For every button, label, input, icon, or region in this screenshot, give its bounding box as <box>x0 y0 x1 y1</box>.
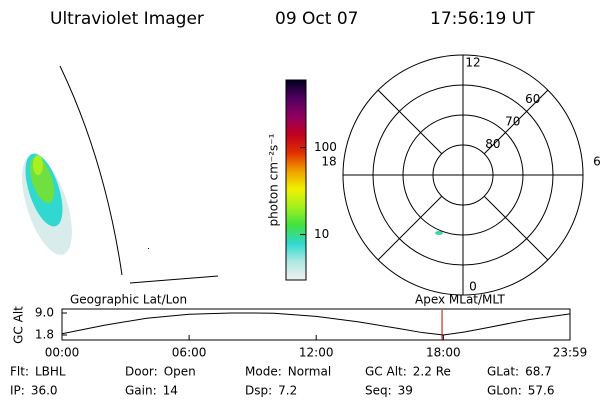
theta-label: 0 <box>469 280 477 294</box>
date: 09 Oct 07 <box>275 9 358 29</box>
aurora-blob <box>33 155 43 175</box>
alt-line <box>61 312 571 336</box>
spoke <box>483 195 549 261</box>
theta-label: 18 <box>321 155 336 169</box>
colorbar <box>285 79 307 281</box>
tick-label: 10 <box>314 227 329 241</box>
x-tick-label: 06:00 <box>172 346 207 360</box>
status-value: 39 <box>398 384 413 398</box>
status-value: 2.2 Re <box>413 365 451 379</box>
status-value: 14 <box>163 384 178 398</box>
r-tick-label: 60 <box>525 92 540 106</box>
geo-image <box>22 65 219 284</box>
theta-label: 6 <box>593 155 600 169</box>
status-value: 36.0 <box>31 384 58 398</box>
y-tick-label: 1.8 <box>35 328 54 342</box>
status-label: GLat: <box>487 365 519 379</box>
dot <box>148 248 149 249</box>
x-tick-label: 18:00 <box>426 346 461 360</box>
spoke <box>377 89 443 155</box>
status-value: Open <box>164 365 196 379</box>
theta-label: 12 <box>465 56 480 70</box>
status-bar: Flt: LBHL Door: Open Mode: Normal GC Alt: 2.2 R… <box>10 365 554 398</box>
r-tick-label: 80 <box>485 137 500 151</box>
status-label: Flt: <box>10 365 29 379</box>
status-value: LBHL <box>35 365 66 379</box>
tick-label: 100 <box>314 140 337 154</box>
status-label: Gain: <box>125 384 157 398</box>
x-tick-label: 23:59 <box>553 346 588 360</box>
y-label: GC Alt <box>12 306 26 344</box>
status-value: 7.2 <box>278 384 297 398</box>
status-label: IP: <box>10 384 25 398</box>
polar-spot <box>435 231 443 235</box>
x-tick-label: 12:00 <box>299 346 334 360</box>
status-label: Door: <box>125 365 158 379</box>
spoke <box>377 195 443 261</box>
spoke <box>483 89 549 155</box>
time: 17:56:19 UT <box>430 9 535 29</box>
limb-arc <box>59 65 123 276</box>
colorbar-label: photon cm⁻²s⁻¹ <box>267 133 281 226</box>
left-label: Geographic Lat/Lon <box>70 293 187 307</box>
y-tick-label: 9.0 <box>35 306 54 320</box>
x-tick-label: 00:00 <box>45 346 80 360</box>
status-value: Normal <box>288 365 331 379</box>
right-label: Apex MLat/MLT <box>415 293 505 307</box>
limb-edge <box>129 275 219 284</box>
title: Ultraviolet Imager <box>50 9 204 29</box>
status-label: Dsp: <box>245 384 272 398</box>
status-label: Mode: <box>245 365 282 379</box>
status-label: Seq: <box>365 384 392 398</box>
status-value: 57.6 <box>528 384 555 398</box>
status-label: GC Alt: <box>365 365 407 379</box>
r-tick-label: 70 <box>505 115 520 129</box>
status-label: GLon: <box>487 384 522 398</box>
status-value: 68.7 <box>525 365 552 379</box>
